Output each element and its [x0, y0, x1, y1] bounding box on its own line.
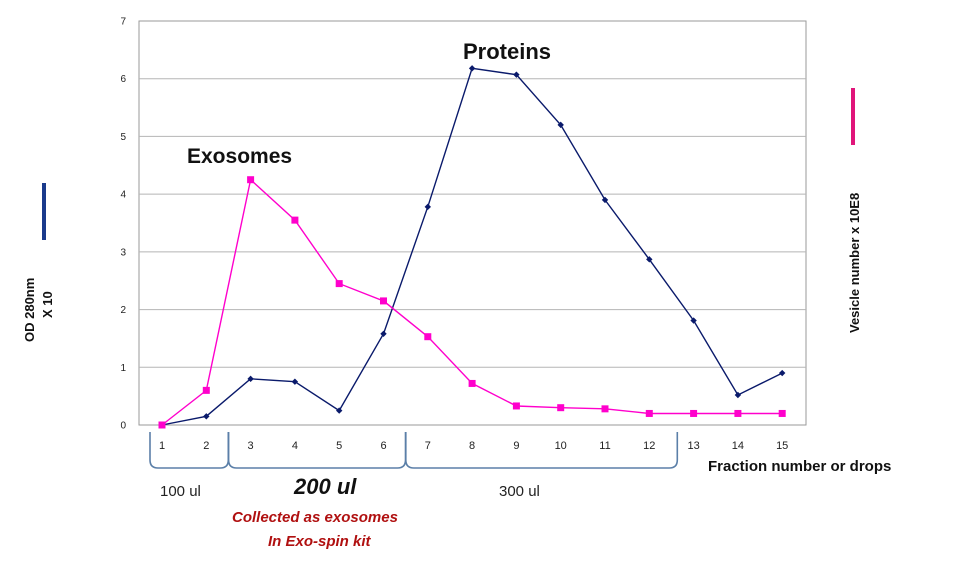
data-point-proteins	[646, 256, 653, 263]
data-point-proteins	[336, 407, 343, 414]
annotation-exosomes: Exosomes	[187, 145, 292, 168]
exosome-note-line-2: In Exo-spin kit	[268, 533, 372, 550]
data-point-exosomes	[291, 216, 299, 224]
y-tick-label: 1	[120, 363, 126, 374]
volume-bracket	[227, 432, 407, 469]
y-axis-label-right: Vesicle number x 10E8	[847, 193, 862, 333]
data-point-exosomes	[424, 333, 432, 341]
x-tick-label: 2	[203, 440, 209, 452]
y-tick-label: 4	[120, 190, 126, 201]
volume-brackets	[149, 432, 679, 469]
data-point-proteins	[734, 391, 742, 399]
volume-label-200: 200 ul	[293, 474, 357, 499]
y-tick-label: 3	[120, 247, 126, 258]
x-tick-labels: 1 2 3 4 5 6 7 8 9 10 11 12 13 14 15	[159, 440, 788, 452]
data-point-exosomes	[645, 409, 653, 417]
x-tick-label: 10	[555, 440, 567, 452]
data-point-proteins	[779, 369, 786, 377]
y-axis-label-left-2: X 10	[40, 291, 55, 318]
x-tick-label: 15	[776, 440, 788, 452]
x-tick-label: 7	[425, 440, 431, 452]
data-point-exosomes	[247, 176, 255, 184]
y-tick-label: 2	[120, 305, 126, 316]
x-tick-label: 4	[292, 440, 298, 452]
data-point-exosomes	[778, 409, 786, 417]
plot-area	[138, 20, 807, 426]
x-tick-label: 14	[732, 440, 744, 452]
y-tick-label: 5	[120, 132, 126, 143]
x-tick-label: 13	[687, 440, 699, 452]
y-axis-label-left-1: OD 280nm	[22, 278, 37, 342]
x-tick-label: 1	[159, 440, 165, 452]
volume-bracket	[149, 432, 230, 469]
x-tick-label: 5	[336, 440, 342, 452]
data-point-proteins	[690, 317, 697, 324]
annotation-proteins: Proteins	[463, 39, 551, 64]
volume-bracket	[405, 432, 679, 469]
right-axis-color-bar	[851, 88, 855, 145]
data-point-exosomes	[734, 409, 742, 417]
data-point-exosomes	[202, 386, 210, 394]
data-point-exosomes	[335, 280, 343, 288]
y-tick-labels: 0 1 2 3 4 5 6 7	[120, 17, 126, 432]
data-point-proteins	[513, 71, 520, 78]
y-tick-label: 6	[120, 74, 126, 85]
x-tick-label: 12	[643, 440, 655, 452]
volume-label-300: 300 ul	[499, 483, 540, 500]
data-point-exosomes	[468, 379, 476, 387]
left-axis-color-bar	[42, 183, 46, 240]
data-point-proteins	[380, 330, 387, 338]
data-point-exosomes	[557, 404, 565, 412]
data-point-proteins	[424, 203, 431, 211]
x-tick-label: 11	[599, 440, 610, 452]
data-point-exosomes	[690, 409, 698, 417]
data-point-proteins	[247, 375, 254, 383]
data-point-exosomes	[158, 421, 166, 429]
x-tick-label: 6	[380, 440, 386, 452]
x-tick-label: 3	[248, 440, 254, 452]
data-point-proteins	[601, 196, 609, 204]
gridlines	[139, 78, 806, 368]
x-tick-label: 9	[513, 440, 519, 452]
data-point-exosomes	[601, 405, 609, 413]
volume-label-100: 100 ul	[160, 483, 201, 500]
x-axis-label: Fraction number or drops	[708, 458, 891, 475]
y-tick-label: 7	[120, 17, 126, 28]
y-tick-label: 0	[120, 421, 126, 432]
data-point-proteins	[203, 413, 210, 420]
x-tick-label: 8	[469, 440, 475, 452]
data-point-proteins	[291, 378, 299, 385]
data-point-proteins	[557, 121, 564, 129]
exosome-note-line-1: Collected as exosomes	[232, 509, 398, 526]
series-markers	[158, 65, 786, 429]
data-point-proteins	[468, 65, 476, 72]
data-point-exosomes	[512, 402, 520, 410]
data-point-exosomes	[380, 297, 387, 305]
